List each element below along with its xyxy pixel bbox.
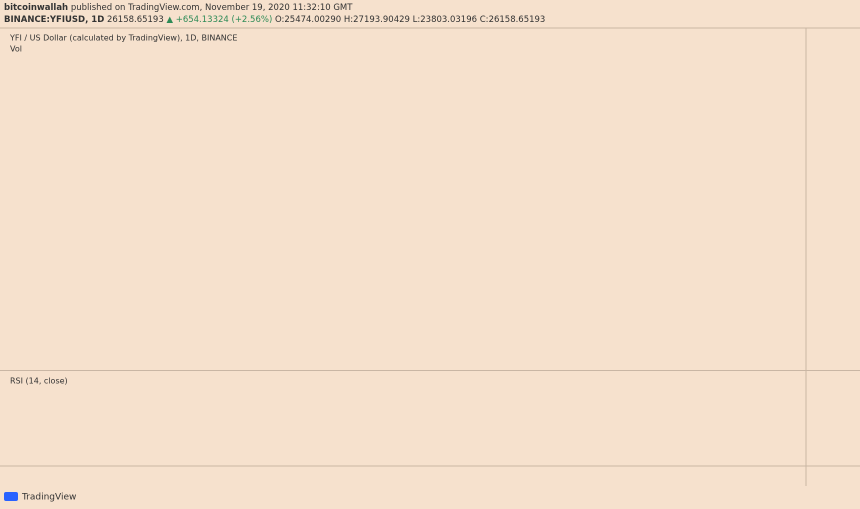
- change: ▲ +654.13324 (+2.56%): [166, 15, 272, 25]
- price: 26158.65193: [107, 15, 164, 25]
- l-value: 23803.03196: [420, 15, 477, 25]
- h-label: H:: [344, 15, 353, 25]
- c-value: 26158.65193: [489, 15, 546, 25]
- series-title: YFI / US Dollar (calculated by TradingVi…: [9, 34, 237, 43]
- logo-text: TradingView: [21, 493, 76, 503]
- logo: TradingView: [4, 492, 76, 503]
- h-value: 27193.90429: [353, 15, 410, 25]
- author: bitcoinwallah: [4, 3, 68, 13]
- c-label: C:: [480, 15, 489, 25]
- o-label: O:: [275, 15, 284, 25]
- header-line: bitcoinwallah published on TradingView.c…: [4, 3, 353, 13]
- o-value: 25474.00290: [284, 15, 341, 25]
- symbol: BINANCE:YFIUSD, 1D: [4, 15, 104, 25]
- symbol-line: BINANCE:YFIUSD, 1D 26158.65193 ▲ +654.13…: [4, 15, 545, 25]
- l-label: L:: [413, 15, 421, 25]
- volume-title: Vol: [10, 45, 22, 54]
- rsi-title: RSI (14, close): [10, 377, 68, 386]
- published: published on TradingView.com, November 1…: [71, 3, 353, 13]
- logo-icon: [4, 492, 18, 501]
